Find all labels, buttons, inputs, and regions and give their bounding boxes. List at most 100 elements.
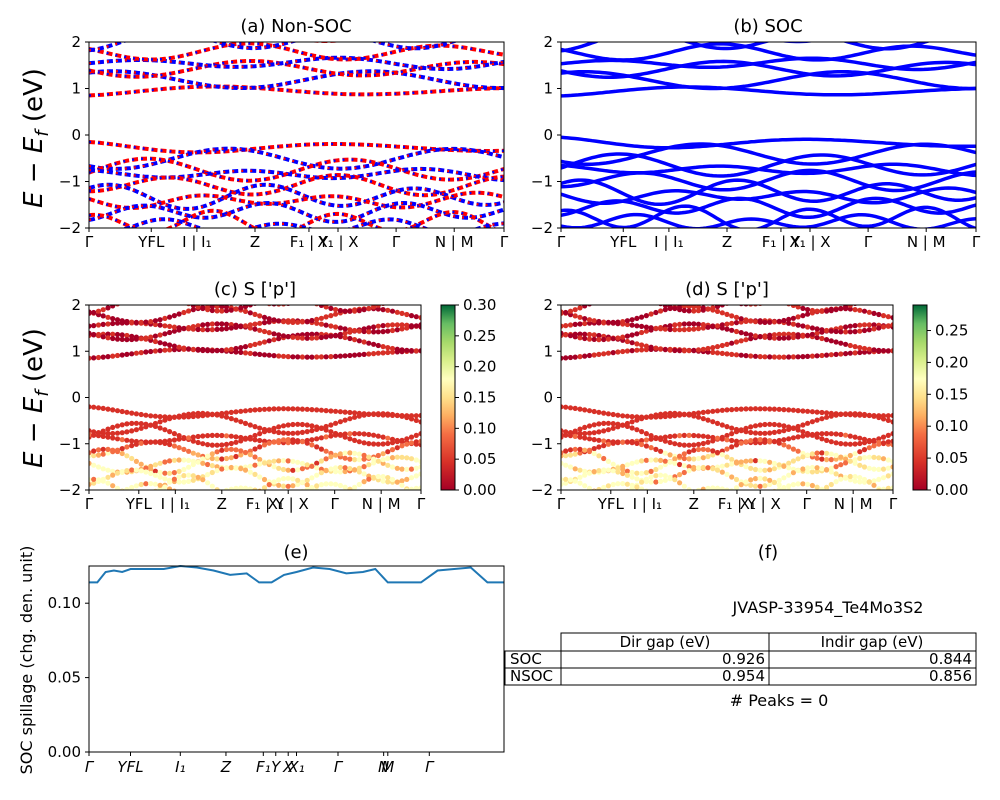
scatter-point: [630, 298, 635, 303]
scatter-point: [857, 435, 863, 441]
scatter-point: [167, 342, 173, 348]
scatter-point: [885, 465, 891, 471]
scatter-point: [280, 458, 287, 464]
scatter-point: [162, 265, 167, 270]
scatter-point: [380, 411, 386, 417]
scatter-point: [838, 292, 843, 297]
scatter-point: [853, 279, 858, 284]
scatter-point: [171, 328, 177, 334]
scatter-point: [233, 268, 238, 273]
scatter-point: [276, 406, 282, 412]
scatter-point: [304, 462, 310, 468]
scatter-point: [271, 305, 277, 307]
scatter-point: [577, 434, 583, 440]
scatter-point: [238, 452, 244, 458]
scatter-point: [885, 473, 891, 479]
scatter-point: [366, 305, 372, 312]
scatter-point: [404, 414, 410, 421]
scatter-point: [242, 467, 249, 473]
scatter-point: [408, 475, 415, 481]
scatter-point: [592, 273, 597, 278]
scatter-point: [876, 466, 882, 472]
scatter-point: [319, 293, 324, 298]
scatter-point: [342, 465, 348, 471]
scatter-point: [200, 433, 206, 439]
scatter-point: [124, 295, 129, 300]
scatter-point: [347, 269, 352, 274]
scatter-point: [881, 272, 886, 277]
scatter-point: [347, 416, 353, 422]
scatter-point: [418, 292, 423, 297]
scatter-point: [615, 481, 621, 487]
scatter-point: [573, 291, 578, 296]
scatter-point: [210, 493, 215, 498]
scatter-point: [304, 331, 310, 337]
scatter-point: [853, 296, 858, 301]
scatter-point: [404, 276, 409, 281]
scatter-point: [857, 349, 863, 356]
scatter-point: [710, 345, 716, 351]
scatter-point: [305, 297, 310, 302]
scatter-point: [819, 416, 825, 422]
scatter-point: [615, 412, 621, 418]
scatter-point: [191, 495, 196, 500]
scatter-point: [285, 354, 291, 360]
scatter-point: [261, 476, 268, 483]
scatter-point: [857, 440, 863, 447]
scatter-point: [162, 341, 168, 347]
scatter-point: [89, 330, 92, 336]
x-tick-label: X₁ | X: [789, 233, 830, 251]
scatter-point: [376, 283, 381, 288]
scatter-point: [105, 264, 110, 269]
scatter-point: [281, 263, 286, 268]
scatter-point: [328, 313, 334, 319]
scatter-point: [790, 435, 797, 441]
scatter-point: [776, 486, 782, 490]
scatter-point: [857, 455, 863, 461]
scatter-point: [582, 316, 588, 322]
scatter-point: [705, 324, 711, 330]
scatter-point: [809, 325, 816, 331]
scatter-point: [790, 321, 797, 327]
scatter-point: [639, 323, 645, 329]
scatter-point: [114, 408, 121, 414]
scatter-point: [705, 345, 711, 352]
scatter-point: [318, 321, 324, 327]
scatter-point: [337, 353, 343, 359]
scatter-point: [395, 269, 400, 274]
scatter-point: [347, 327, 353, 333]
scatter-point: [639, 479, 645, 485]
scatter-point: [648, 433, 654, 439]
colorbar-tick-label: 0.30: [463, 296, 496, 314]
scatter-point: [200, 292, 205, 297]
scatter-point: [148, 463, 154, 469]
scatter-point: [162, 417, 168, 423]
scatter-point: [300, 297, 305, 302]
panel-e-plot: 0.000.050.10Γ YFL I₁ Z F₁ Y XX₁ Γ NM Γ: [48, 564, 505, 776]
scatter-point: [413, 465, 419, 471]
scatter-point: [110, 316, 116, 322]
scatter-point: [748, 465, 754, 471]
scatter-point: [186, 457, 192, 463]
scatter-point: [828, 439, 834, 445]
scatter-point: [229, 267, 234, 272]
scatter-point: [776, 318, 782, 324]
scatter-point: [100, 313, 106, 319]
scatter-point: [181, 295, 186, 300]
scatter-point: [828, 413, 834, 419]
scatter-point: [601, 438, 607, 444]
scatter-point: [276, 477, 282, 483]
scatter-point: [829, 285, 834, 290]
scatter-point: [776, 482, 782, 488]
scatter-point: [300, 298, 305, 303]
scatter-point: [176, 479, 182, 485]
x-tick-label: Γ: [425, 758, 435, 776]
scatter-point: [586, 470, 593, 476]
scatter-point: [361, 479, 367, 485]
scatter-point: [843, 474, 849, 480]
scatter-point: [824, 274, 829, 279]
scatter-point: [276, 458, 282, 464]
scatter-point: [610, 421, 616, 427]
scatter-point: [95, 333, 102, 339]
scatter-point: [876, 281, 881, 286]
